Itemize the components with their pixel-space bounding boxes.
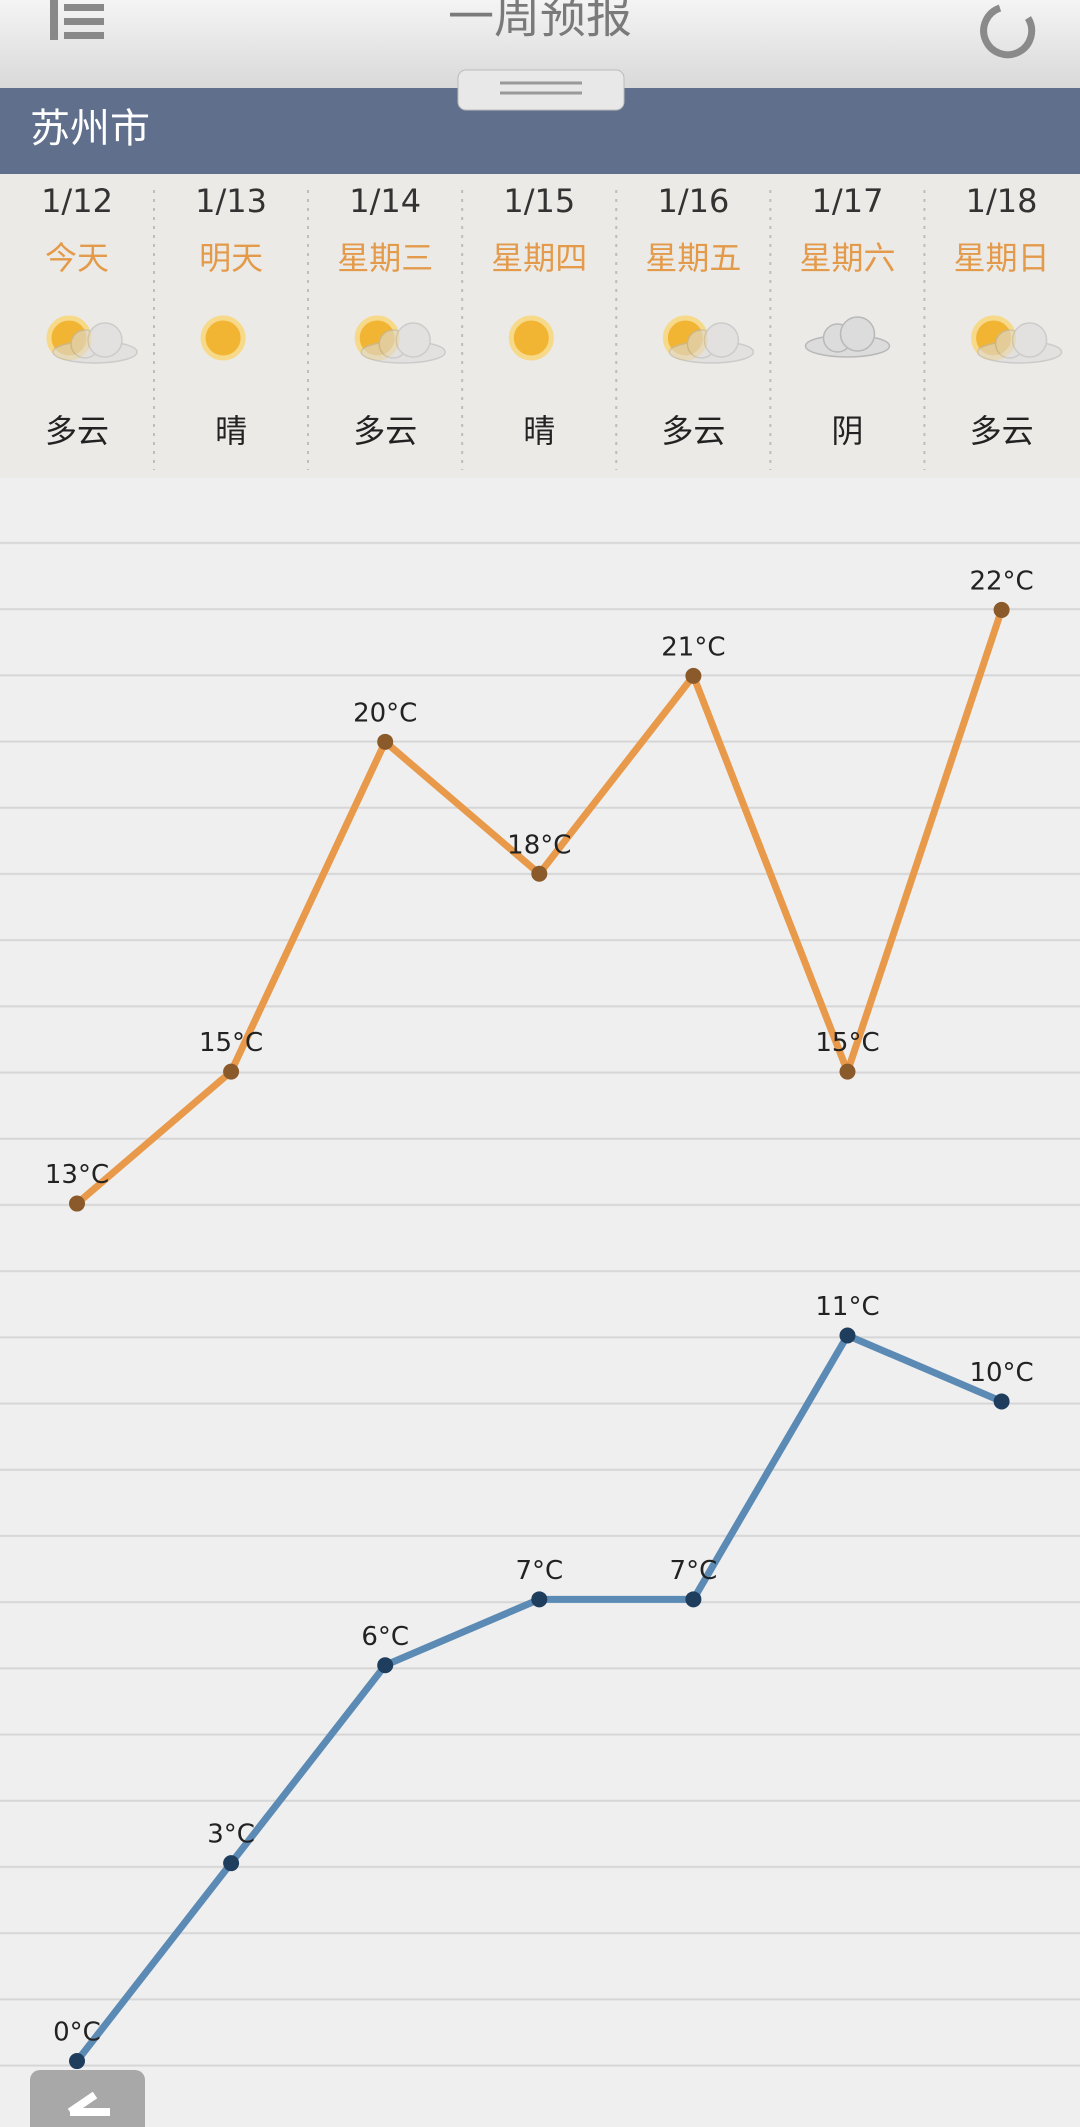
day-date: 1/14 (349, 182, 421, 220)
temp-label: 21°C (661, 632, 725, 662)
weather-icon (46, 315, 138, 364)
temp-label: 0°C (53, 2018, 101, 2048)
temp-label: 22°C (969, 566, 1033, 596)
sun-icon (200, 315, 246, 361)
cloud-icon (360, 322, 446, 364)
temp-label: 15°C (199, 1028, 263, 1058)
day-weather: 多云 (45, 412, 109, 450)
cloud-part (395, 322, 431, 358)
temp-point (223, 1855, 240, 1872)
city-name: 苏州市 (30, 106, 150, 152)
page-title: 一周预报 (448, 0, 632, 44)
temp-label: 20°C (353, 698, 417, 728)
weather-icon (508, 315, 554, 361)
drawer-handle[interactable] (457, 69, 625, 111)
cloud-icon (976, 322, 1063, 364)
temp-point (377, 1657, 394, 1674)
temp-point (685, 667, 702, 684)
day-date: 1/13 (195, 182, 267, 220)
cloud-part (87, 322, 123, 358)
menu-button[interactable] (50, 0, 104, 40)
temp-point (839, 1063, 856, 1080)
weather-icon (804, 316, 891, 358)
day-label: 星期三 (337, 239, 433, 277)
day-label: 星期四 (491, 239, 587, 277)
day-weather: 晴 (215, 412, 247, 450)
temp-label: 10°C (969, 1358, 1033, 1388)
temp-label: 13°C (45, 1160, 109, 1190)
day-weather: 多云 (353, 412, 417, 450)
chart: 13°C 15°C 20°C 18°C 21°C 15°C 22°C 0°C 3°C 6°C 7°C… (45, 566, 1034, 2070)
cloud-icon (804, 316, 891, 358)
day-label: 今天 (45, 239, 109, 277)
back-button[interactable] (30, 2070, 145, 2127)
day-date: 1/18 (966, 182, 1038, 220)
temp-point (223, 1063, 240, 1080)
weather-icon (662, 315, 755, 364)
day-label: 星期五 (645, 239, 741, 277)
day-date: 1/16 (657, 182, 729, 220)
temp-point (69, 1195, 85, 1212)
sun-icon (508, 315, 554, 361)
day-label: 星期日 (954, 239, 1050, 277)
temp-label: 15°C (815, 1028, 879, 1058)
temp-label: 11°C (815, 1292, 879, 1322)
temp-point (69, 2053, 85, 2070)
day-date: 1/17 (812, 182, 884, 220)
cloud-icon (668, 322, 755, 364)
cloud-part (839, 316, 876, 352)
cloud-part (703, 322, 740, 358)
day-weather: 阴 (831, 412, 863, 450)
day-date: 1/15 (503, 182, 575, 220)
weather-icon (354, 315, 446, 364)
temp-label: 7°C (515, 1556, 563, 1586)
refresh-button[interactable] (980, 4, 1036, 59)
temp-label: 3°C (207, 1820, 255, 1850)
cloud-part (1011, 322, 1048, 358)
day-label: 明天 (199, 239, 263, 277)
chart-area (0, 478, 1080, 2127)
temp-point (377, 733, 394, 750)
weather-icon (971, 315, 1063, 364)
temp-point (531, 1591, 548, 1608)
day-weather: 多云 (661, 412, 725, 450)
weather-icon (200, 315, 246, 361)
temp-point (685, 1591, 702, 1608)
temp-point (993, 1393, 1010, 1410)
temp-point (531, 865, 548, 882)
day-label: 星期六 (799, 239, 895, 277)
temp-label: 18°C (507, 830, 571, 860)
day-weather: 多云 (970, 412, 1034, 450)
temp-point (993, 601, 1010, 618)
cloud-icon (52, 322, 138, 364)
temp-label: 7°C (670, 1556, 718, 1586)
day-date: 1/12 (41, 182, 113, 220)
temp-point (839, 1327, 856, 1344)
day-weather: 晴 (523, 412, 555, 450)
temp-label: 6°C (361, 1622, 409, 1652)
